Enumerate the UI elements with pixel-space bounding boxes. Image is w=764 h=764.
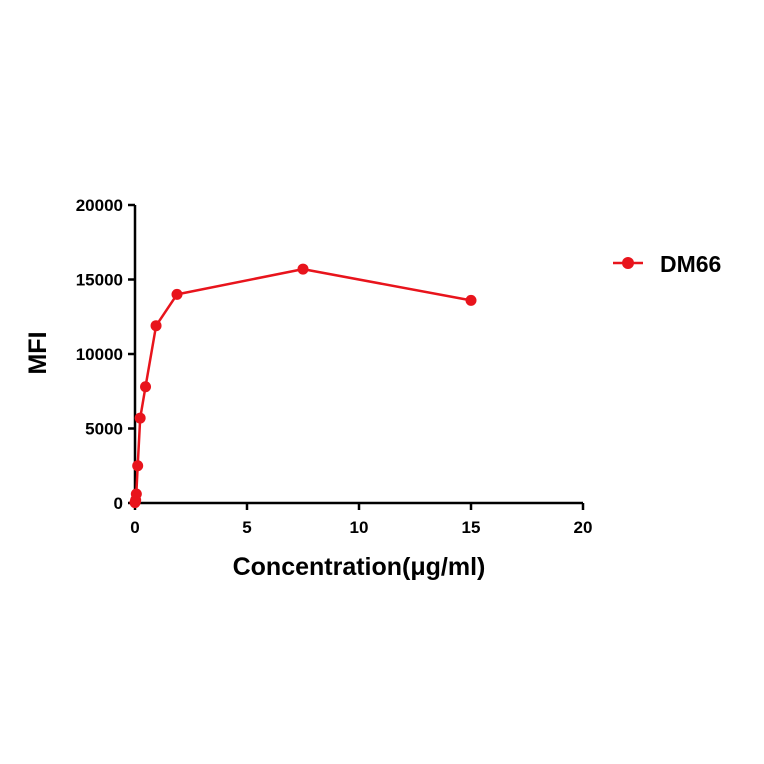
data-point (150, 320, 162, 332)
data-point (465, 294, 477, 306)
x-tick-label: 5 (242, 518, 251, 537)
legend-marker (622, 257, 634, 269)
x-axis-title: Concentration(μg/ml) (233, 553, 486, 581)
x-tick-label: 15 (462, 518, 481, 537)
data-point (297, 263, 309, 275)
y-tick-label: 15000 (76, 271, 123, 290)
y-axis-title: MFI (24, 331, 52, 374)
y-tick-label: 0 (114, 494, 123, 513)
axes (133, 205, 583, 505)
x-tick-label: 20 (574, 518, 593, 537)
data-point (132, 460, 144, 472)
legend-label: DM66 (660, 251, 721, 277)
y-tick-label: 10000 (76, 345, 123, 364)
y-tick-label: 5000 (85, 420, 123, 439)
legend: DM66 (613, 251, 721, 277)
data-point (130, 488, 142, 500)
y-tick-label: 20000 (76, 196, 123, 215)
data-point (134, 412, 146, 424)
x-tick-label: 0 (130, 518, 139, 537)
series-line-0 (133, 267, 472, 504)
data-point (140, 381, 152, 393)
series-layer (129, 263, 477, 509)
data-point (171, 288, 183, 300)
ticks: 0 5 10 15 20 0 5000 10000 15000 20000 (76, 196, 593, 537)
x-tick-label: 10 (350, 518, 369, 537)
